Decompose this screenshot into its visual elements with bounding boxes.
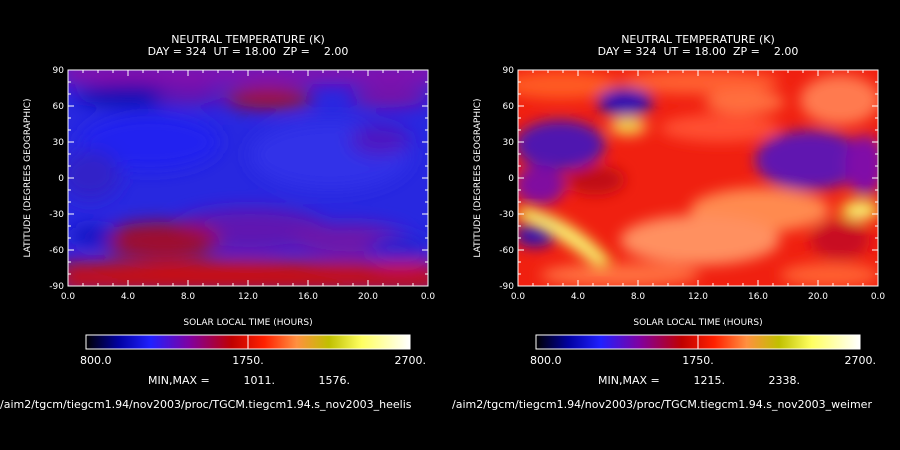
x-tick-label: 4.0	[571, 292, 586, 302]
heatmap-field	[68, 70, 428, 286]
x-tick-label: 8.0	[631, 292, 646, 302]
colorbar-mid-label: 1750.	[232, 354, 264, 367]
colorbar-mid-label: 1750.	[682, 354, 714, 367]
footer-path-text: /aim2/tgcm/tiegcm1.94/nov2003/proc/TGCM.…	[0, 398, 412, 411]
y-tick-label: -90	[499, 282, 514, 292]
x-tick-label: 20.0	[808, 292, 828, 302]
x-tick-label: 0.0	[61, 292, 76, 302]
footer-path-text: /aim2/tgcm/tiegcm1.94/nov2003/proc/TGCM.…	[452, 398, 872, 411]
y-tick-label: 60	[53, 102, 65, 112]
x-tick-label: 0.0	[871, 292, 886, 302]
y-tick-label: 0	[508, 174, 514, 184]
panel-left: NEUTRAL TEMPERATURE (K) DAY = 324 UT = 1…	[23, 33, 435, 387]
chart-title: NEUTRAL TEMPERATURE (K)	[171, 33, 325, 46]
x-tick-label: 8.0	[181, 292, 196, 302]
y-tick-label: -60	[499, 246, 514, 256]
y-tick-label: 90	[503, 66, 515, 76]
min-value: 1215.	[694, 374, 726, 387]
chart-subtitle: DAY = 324 UT = 18.00 ZP = 2.00	[598, 45, 799, 58]
colorbar-min-label: 800.0	[530, 354, 562, 367]
y-tick-label: 30	[503, 138, 515, 148]
y-tick-label: -30	[49, 210, 64, 220]
footer-path-left: /aim2/tgcm/tiegcm1.94/nov2003/proc/TGCM.…	[0, 398, 452, 411]
panel-right: NEUTRAL TEMPERATURE (K) DAY = 324 UT = 1…	[473, 33, 885, 387]
y-tick-label: -60	[49, 246, 64, 256]
x-tick-label: 4.0	[121, 292, 136, 302]
x-tick-label: 16.0	[298, 292, 318, 302]
max-value: 2338.	[769, 374, 801, 387]
y-tick-label: 0	[58, 174, 64, 184]
colorbar-max-label: 2700.	[845, 354, 877, 367]
colorbar-max-label: 2700.	[395, 354, 427, 367]
x-tick-label: 16.0	[748, 292, 768, 302]
y-axis-label: LATITUDE (DEGREES GEOGRAPHIC)	[23, 98, 33, 257]
x-tick-label: 0.0	[511, 292, 526, 302]
min-value: 1011.	[244, 374, 276, 387]
x-axis-label: SOLAR LOCAL TIME (HOURS)	[633, 318, 762, 328]
y-axis-label: LATITUDE (DEGREES GEOGRAPHIC)	[473, 98, 483, 257]
x-tick-label: 12.0	[238, 292, 258, 302]
minmax-label: MIN,MAX =	[598, 374, 660, 387]
colorbar-min-label: 800.0	[80, 354, 112, 367]
x-tick-label: 0.0	[421, 292, 436, 302]
x-tick-label: 12.0	[688, 292, 708, 302]
y-tick-label: -30	[499, 210, 514, 220]
x-axis-label: SOLAR LOCAL TIME (HOURS)	[183, 318, 312, 328]
max-value: 1576.	[319, 374, 351, 387]
y-tick-label: 30	[53, 138, 65, 148]
footer-path-right: /aim2/tgcm/tiegcm1.94/nov2003/proc/TGCM.…	[452, 398, 900, 411]
x-tick-label: 20.0	[358, 292, 378, 302]
chart-subtitle: DAY = 324 UT = 18.00 ZP = 2.00	[148, 45, 349, 58]
y-tick-label: 60	[503, 102, 515, 112]
y-tick-label: 90	[53, 66, 65, 76]
heatmap-field	[518, 70, 878, 286]
minmax-label: MIN,MAX =	[148, 374, 210, 387]
chart-title: NEUTRAL TEMPERATURE (K)	[621, 33, 775, 46]
y-tick-label: -90	[49, 282, 64, 292]
